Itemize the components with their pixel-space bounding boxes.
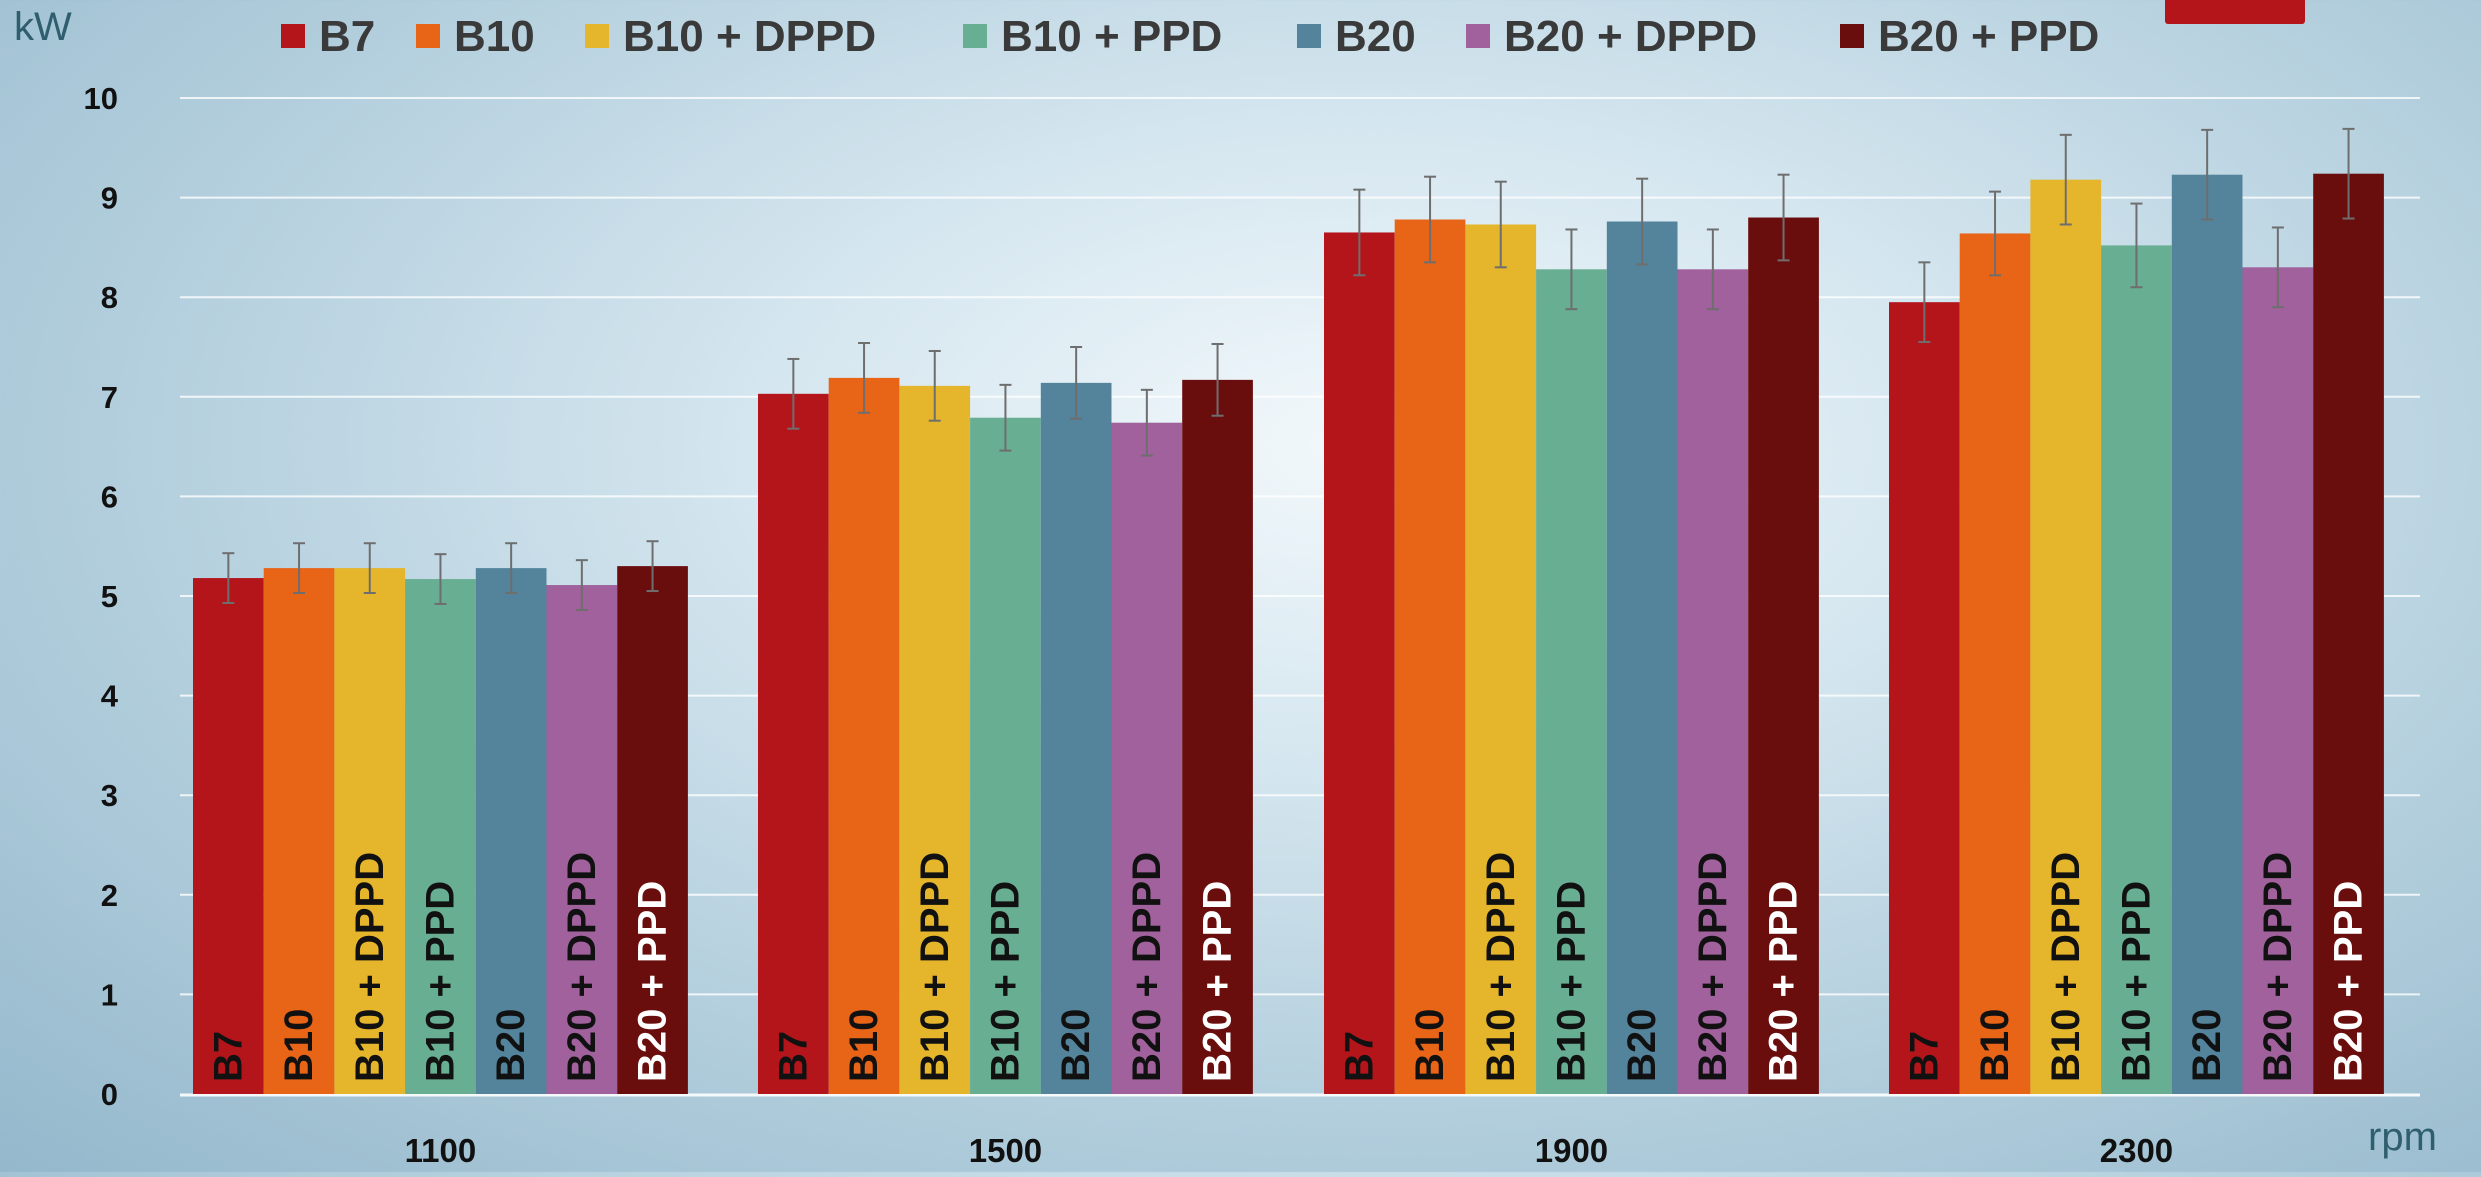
bar-label: B20 + DPPD — [1691, 852, 1735, 1082]
bar-label: B10 + DPPD — [1479, 852, 1523, 1082]
y-tick-label: 5 — [101, 579, 118, 614]
legend-swatch-b10-dppd — [585, 24, 609, 48]
legend-swatch-b10 — [416, 24, 440, 48]
bar-label: B20 + PPD — [631, 881, 675, 1082]
bar-b20-2300 — [2172, 175, 2243, 1094]
bar-label: B10 + DPPD — [2044, 852, 2088, 1082]
x-axis-label: rpm — [2368, 1115, 2437, 1159]
y-tick-label: 6 — [101, 479, 118, 514]
legend-label: B20 — [1335, 12, 1416, 61]
legend-label: B20 + PPD — [1878, 12, 2099, 61]
bar-label: B20 + DPPD — [2256, 852, 2300, 1082]
bar-label: B7 — [1902, 1031, 1946, 1082]
bar-label: B20 — [1054, 1009, 1098, 1082]
legend-swatch-b20-dppd — [1466, 24, 1490, 48]
decorative-red-tab — [2165, 0, 2305, 24]
bar-label: B20 — [1620, 1009, 1664, 1082]
bar-label: B7 — [1337, 1031, 1381, 1082]
legend-label: B7 — [319, 12, 375, 61]
bar-b7-1500 — [758, 394, 829, 1094]
bar-label: B20 + PPD — [1196, 881, 1240, 1082]
bar-b7-2300 — [1889, 302, 1960, 1094]
legend-swatch-b7 — [281, 24, 305, 48]
bar-b7-1100 — [193, 578, 264, 1094]
legend-swatch-b20-ppd — [1840, 24, 1864, 48]
y-tick-label: 1 — [101, 977, 118, 1012]
y-tick-label: 3 — [101, 778, 118, 813]
y-tick-label: 7 — [101, 380, 118, 415]
bar-label: B20 — [489, 1009, 533, 1082]
bar-label: B10 — [1408, 1009, 1452, 1082]
bar-b10-1500 — [829, 378, 900, 1094]
x-tick-label-1900: 1900 — [1535, 1132, 1608, 1169]
bar-label: B10 + PPD — [2114, 881, 2158, 1082]
bar-label: B20 + DPPD — [560, 852, 604, 1082]
legend-label: B10 — [454, 12, 535, 61]
bar-label: B7 — [771, 1031, 815, 1082]
legend-label: B10 + DPPD — [623, 12, 876, 61]
bar-b20-1900 — [1607, 222, 1678, 1094]
x-tick-label-1500: 1500 — [969, 1132, 1042, 1169]
y-axis-label: kW — [14, 5, 72, 49]
y-tick-label: 0 — [101, 1077, 118, 1112]
bar-label: B10 — [842, 1009, 886, 1082]
bar-label: B10 + PPD — [418, 881, 462, 1082]
bar-label: B7 — [206, 1031, 250, 1082]
bar-label: B10 + DPPD — [348, 852, 392, 1082]
bar-label: B20 + PPD — [2327, 881, 2371, 1082]
x-tick-label-1100: 1100 — [405, 1132, 477, 1169]
y-tick-label: 10 — [84, 81, 118, 116]
bar-label: B20 — [2185, 1009, 2229, 1082]
y-tick-label: 9 — [101, 181, 118, 216]
bar-b7-1900 — [1324, 232, 1395, 1094]
y-tick-label: 4 — [101, 679, 119, 714]
bar-label: B10 + PPD — [1549, 881, 1593, 1082]
legend-label: B10 + PPD — [1001, 12, 1222, 61]
bar-label: B10 — [1973, 1009, 2017, 1082]
bar-b10-2300 — [1960, 233, 2031, 1094]
legend-label: B20 + DPPD — [1504, 12, 1757, 61]
y-tick-label: 2 — [101, 878, 118, 913]
bar-label: B10 + PPD — [983, 881, 1027, 1082]
bar-label: B20 + DPPD — [1125, 852, 1169, 1082]
legend-swatch-b10-ppd — [963, 24, 987, 48]
y-tick-label: 8 — [101, 280, 118, 315]
x-tick-label-2300: 2300 — [2100, 1132, 2173, 1169]
bar-b10-1900 — [1395, 220, 1466, 1094]
bar-label: B20 + PPD — [1762, 881, 1806, 1082]
legend-swatch-b20 — [1297, 24, 1321, 48]
bar-b20-1500 — [1041, 383, 1112, 1094]
bar-label: B10 — [277, 1009, 321, 1082]
bar-label: B10 + DPPD — [913, 852, 957, 1082]
